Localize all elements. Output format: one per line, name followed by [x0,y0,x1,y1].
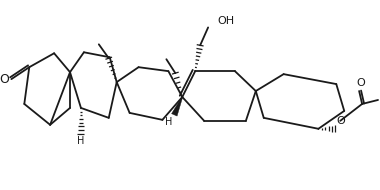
Text: OH: OH [217,17,234,26]
Text: H: H [165,117,172,127]
Text: H: H [77,136,85,146]
Polygon shape [172,97,183,116]
Text: O: O [0,73,10,86]
Text: O: O [336,116,345,126]
Text: O: O [357,78,366,88]
